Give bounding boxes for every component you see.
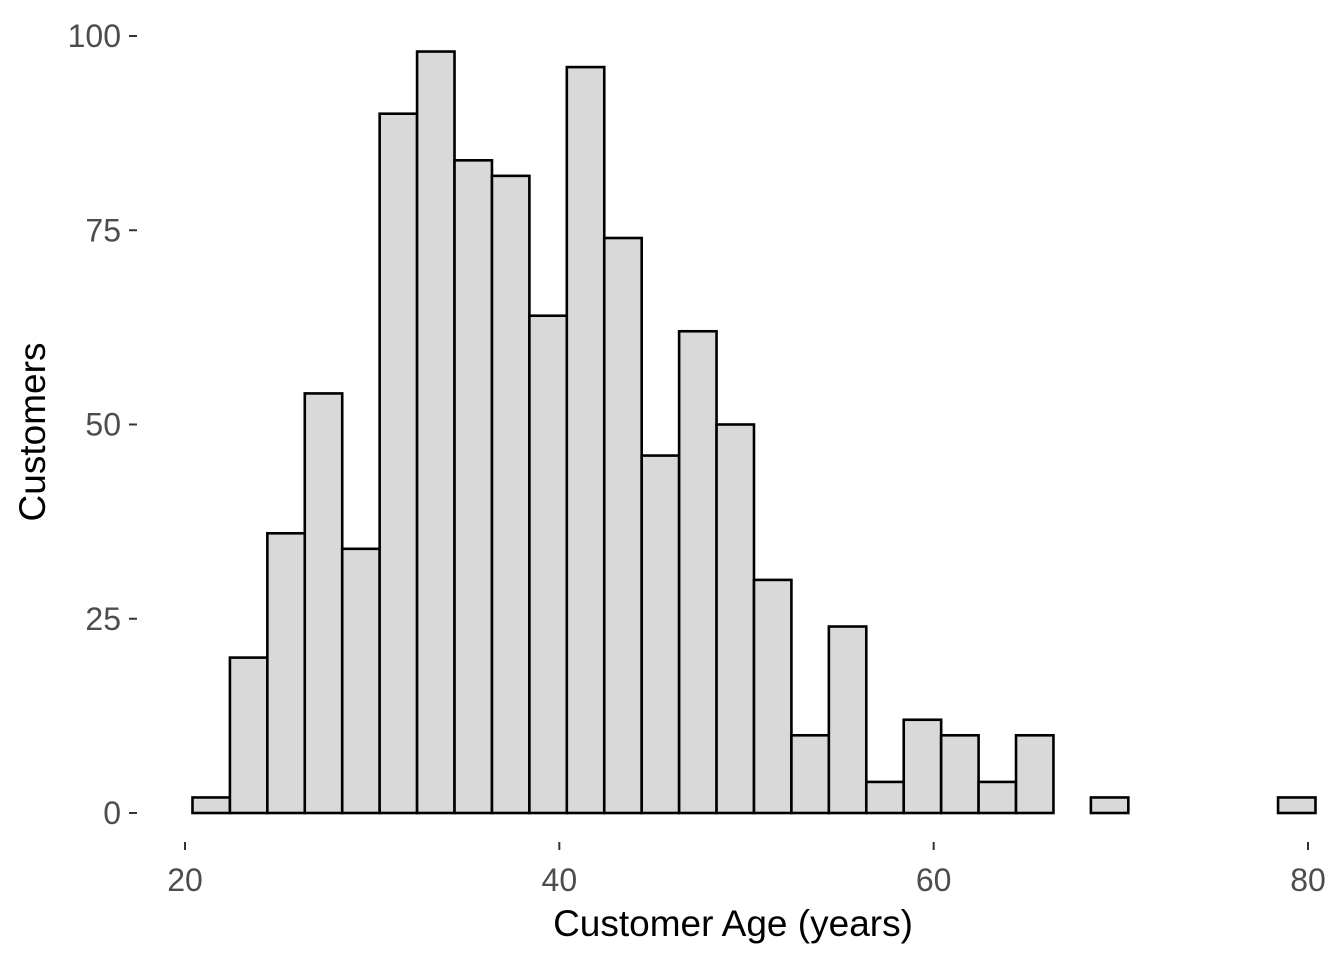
y-tick-label: 50 xyxy=(85,407,121,443)
x-axis-title: Customer Age (years) xyxy=(553,903,913,944)
histogram-bar xyxy=(715,423,756,815)
histogram-bar xyxy=(1089,796,1130,815)
x-axis: 20 40 60 80 xyxy=(167,842,1326,898)
histogram-bar xyxy=(977,780,1018,815)
histogram-bar xyxy=(752,578,793,815)
x-tick-label: 40 xyxy=(542,862,578,898)
histogram-bar xyxy=(677,329,718,815)
histogram-bar xyxy=(1276,796,1317,815)
histogram-bar xyxy=(790,733,831,815)
histogram-bar xyxy=(340,547,381,815)
y-tick-label: 100 xyxy=(68,18,121,54)
x-tick-label: 80 xyxy=(1290,862,1326,898)
histogram-bar xyxy=(453,159,494,815)
x-tick-label: 20 xyxy=(167,862,203,898)
histogram-bar xyxy=(827,625,868,815)
histogram-bar xyxy=(602,236,643,815)
y-tick-label: 75 xyxy=(85,212,121,248)
histogram-bar xyxy=(228,656,269,815)
histogram-bar xyxy=(378,112,419,815)
histogram-bar xyxy=(415,50,456,815)
histogram-bar xyxy=(490,174,531,815)
y-axis-title: Customers xyxy=(12,343,53,522)
histogram-bar xyxy=(640,454,681,815)
histogram-bar xyxy=(939,733,980,815)
x-tick-label: 60 xyxy=(916,862,952,898)
histogram-bar xyxy=(565,65,606,815)
bars-group xyxy=(191,50,1317,815)
histogram-bar xyxy=(528,314,569,815)
histogram-bar xyxy=(191,796,232,815)
histogram-bar xyxy=(902,718,943,815)
histogram-bar xyxy=(303,392,344,815)
histogram-bar xyxy=(1014,733,1055,815)
y-axis: 0 25 50 75 100 xyxy=(68,18,137,831)
histogram-bar xyxy=(266,531,307,815)
y-tick-label: 25 xyxy=(85,601,121,637)
y-tick-label: 0 xyxy=(103,795,121,831)
histogram-bar xyxy=(864,780,906,815)
